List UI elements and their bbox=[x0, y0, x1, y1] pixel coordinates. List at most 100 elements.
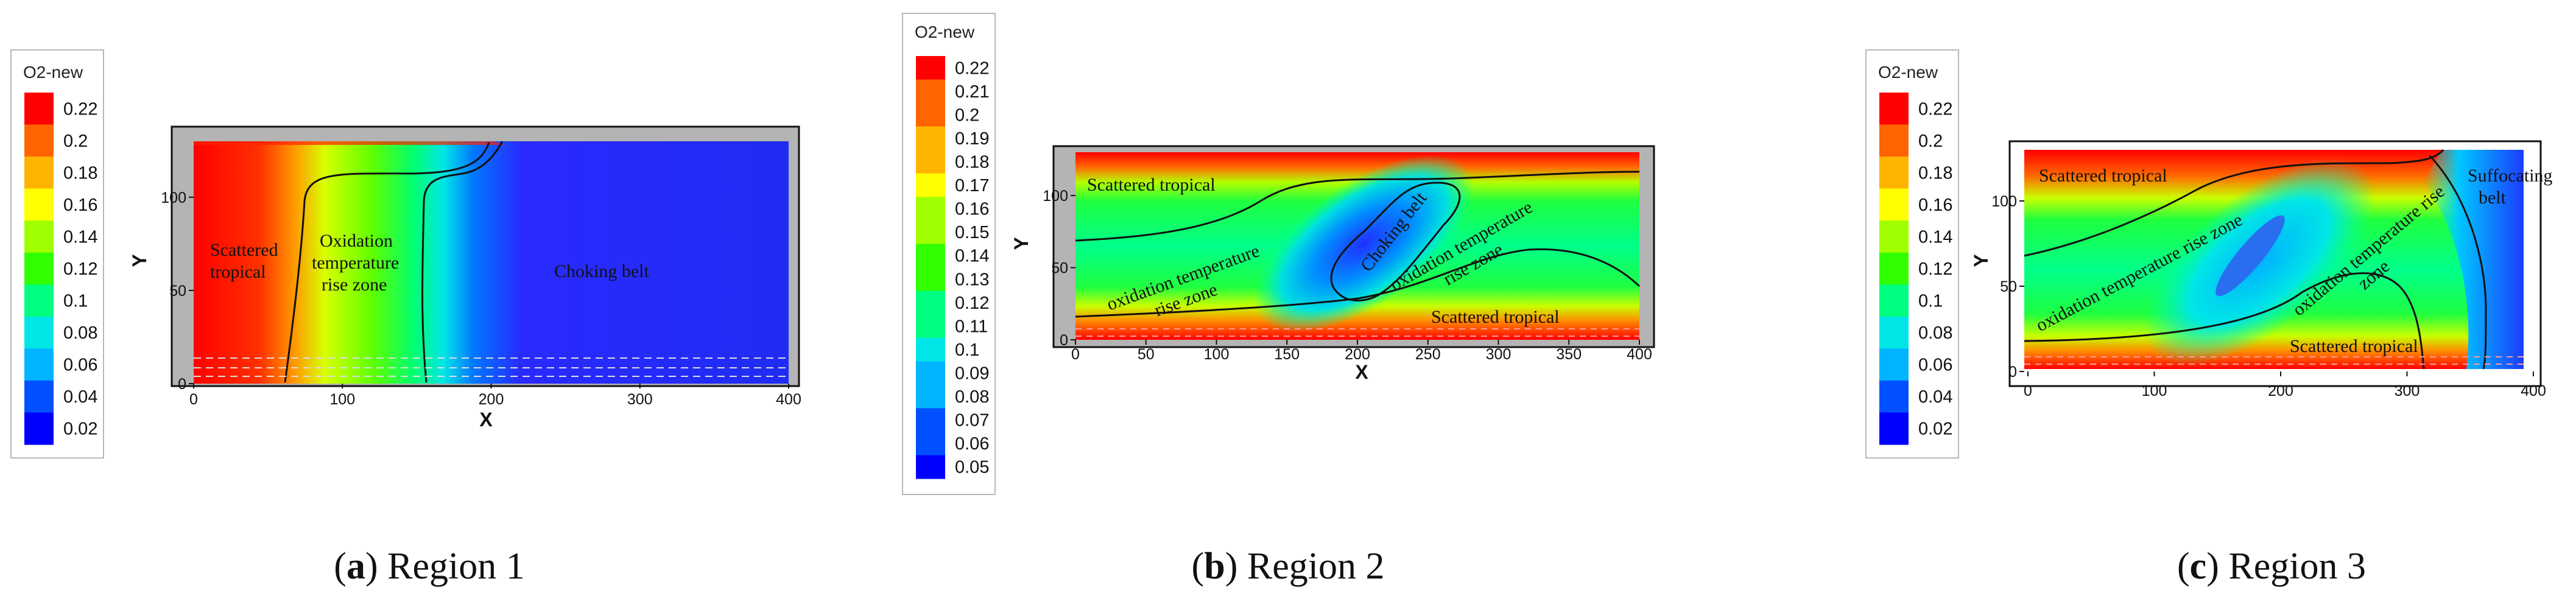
contour-choking bbox=[1330, 181, 1461, 301]
legend-swatch bbox=[1879, 380, 1909, 413]
chart-region-1: O2-new 0.22 0.2 0.18 0.16 0.14 0.12 0.1 0.08 0.0… bbox=[10, 49, 801, 587]
legend-swatch bbox=[1879, 252, 1909, 285]
legend-swatch bbox=[916, 361, 945, 385]
legend-swatch bbox=[916, 56, 945, 80]
chart-region-2: O2-new 0.220.210.20.190.180.170.160.150.… bbox=[902, 13, 1655, 587]
legend-swatch bbox=[24, 124, 54, 157]
core-low-oxygen bbox=[2215, 215, 2285, 297]
caption-region-3: (c) Region 3 bbox=[2177, 546, 2366, 587]
x-axis-label: X bbox=[479, 409, 493, 431]
legend-title: O2-new bbox=[915, 23, 975, 41]
legend-tick-label: 0.16 bbox=[955, 200, 989, 219]
legend-tick-label: 0.1 bbox=[1918, 292, 1943, 311]
legend-tick-label: 0.08 bbox=[955, 387, 989, 407]
contour-line-1 bbox=[284, 142, 490, 383]
legend-swatch bbox=[1879, 284, 1909, 317]
zone-label-choking: Choking belt bbox=[554, 261, 649, 281]
x-tick-label: 400 bbox=[1627, 346, 1652, 363]
legend-swatch bbox=[916, 150, 945, 174]
x-tick-label: 100 bbox=[329, 391, 355, 408]
panel-region-2: O2-new 0.22 0.21 0.2 0.19 0.18 0.17 0.16 0.15 0.… bbox=[859, 0, 1717, 598]
legend-tick-label: 0.02 bbox=[1918, 420, 1952, 439]
x-tick-label: 400 bbox=[2521, 382, 2546, 399]
x-tick-label: 350 bbox=[1556, 346, 1582, 363]
legend-tick-label: 0.06 bbox=[1918, 356, 1952, 375]
legend-ticks: 0.22 0.21 0.2 0.19 0.18 0.17 0.16 0.15 0.14 0.13 0… bbox=[955, 58, 989, 477]
x-tick-label: 200 bbox=[1345, 346, 1370, 363]
legend-swatch bbox=[916, 314, 945, 339]
x-tick-label: 300 bbox=[1486, 346, 1511, 363]
legend-swatch bbox=[1879, 124, 1909, 157]
zone-label-scattered-bottom: Scattered tropical bbox=[1431, 307, 1560, 327]
legend-tick-label: 0.18 bbox=[955, 153, 989, 172]
legend-tick-label: 0.08 bbox=[1918, 323, 1952, 343]
x-axis-ticks: 0 100 200 300 400 bbox=[2024, 371, 2546, 399]
legend-tick-label: 0.14 bbox=[63, 227, 97, 247]
y-axis-ticks: 0 50 100 bbox=[161, 189, 194, 393]
legend-swatch bbox=[1879, 220, 1909, 253]
x-axis-label: X bbox=[1355, 361, 1368, 383]
x-tick-label: 50 bbox=[1138, 346, 1155, 363]
legend-swatch bbox=[1879, 412, 1909, 445]
legend-tick-label: 0.04 bbox=[63, 387, 97, 407]
chart-region-3: O2-new 0.22 0.2 0.18 0.16 0.14 0.12 0.1 0.08 0.0… bbox=[1865, 49, 2552, 587]
legend-swatch bbox=[24, 412, 54, 445]
caption-region-1: (a) Region 1 bbox=[334, 546, 524, 587]
legend-tick-label: 0.13 bbox=[955, 270, 989, 289]
y-tick-label: 100 bbox=[1043, 188, 1068, 205]
legend-swatch bbox=[24, 348, 54, 381]
legend-swatch bbox=[916, 220, 945, 244]
legend-swatch bbox=[1879, 316, 1909, 349]
legend-swatch bbox=[916, 126, 945, 150]
legend-swatch bbox=[24, 252, 54, 285]
x-tick-label: 250 bbox=[1415, 346, 1441, 363]
legend-swatch bbox=[916, 290, 945, 315]
x-tick-label: 150 bbox=[1274, 346, 1300, 363]
y-axis-label: Y bbox=[1010, 237, 1032, 250]
legend-tick-label: 0.02 bbox=[63, 420, 97, 439]
contour-upper bbox=[1075, 171, 1640, 242]
legend-swatch bbox=[1879, 157, 1909, 189]
legend-swatch bbox=[1879, 93, 1909, 125]
x-tick-label: 0 bbox=[2024, 382, 2032, 399]
legend-tick-label: 0.14 bbox=[955, 247, 989, 266]
zone-label-scattered-bottom: Scattered tropical bbox=[2290, 336, 2418, 356]
y-tick-label: 0 bbox=[178, 376, 186, 393]
x-tick-label: 100 bbox=[2142, 382, 2167, 399]
legend-tick-label: 0.09 bbox=[955, 364, 989, 384]
legend-tick-label: 0.22 bbox=[1918, 99, 1952, 119]
legend-swatch bbox=[1879, 348, 1909, 381]
legend-swatch bbox=[916, 267, 945, 292]
x-tick-label: 400 bbox=[776, 391, 801, 408]
legend-swatch bbox=[1879, 188, 1909, 221]
legend-tick-label: 0.1 bbox=[955, 340, 979, 360]
legend-swatch bbox=[916, 408, 945, 432]
legend-tick-label: 0.17 bbox=[955, 176, 989, 195]
y-axis-ticks: 0 50 100 bbox=[1043, 188, 1075, 349]
x-axis-ticks: 0 50 100 150 200 250 300 350 400 bbox=[1071, 340, 1652, 363]
contour-lower bbox=[2024, 272, 2425, 370]
x-tick-label: 300 bbox=[627, 391, 653, 408]
legend-swatch bbox=[916, 79, 945, 104]
x-tick-label: 200 bbox=[2268, 382, 2293, 399]
y-tick-label: 50 bbox=[169, 283, 186, 300]
y-tick-label: 50 bbox=[2000, 278, 2017, 295]
caption-region-2: (b) Region 2 bbox=[1192, 546, 1385, 587]
x-tick-label: 100 bbox=[1204, 346, 1230, 363]
legend-tick-label: 0.22 bbox=[955, 58, 989, 78]
y-tick-label: 0 bbox=[2008, 364, 2017, 381]
legend-tick-label: 0.11 bbox=[955, 317, 988, 336]
legend-swatch bbox=[24, 157, 54, 189]
legend-colorbar bbox=[916, 56, 945, 479]
legend-tick-label: 0.2 bbox=[955, 105, 979, 125]
legend-tick-label: 0.07 bbox=[955, 411, 989, 431]
heatmap-field bbox=[194, 141, 789, 384]
legend-swatch bbox=[24, 284, 54, 317]
legend-swatch bbox=[916, 244, 945, 268]
legend-tick-label: 0.16 bbox=[1918, 195, 1952, 215]
legend-swatch bbox=[24, 220, 54, 253]
panel-region-3: O2-new 0.22 0.2 0.18 0.16 0.14 0.12 0.1 0.08 0.0… bbox=[1717, 0, 2576, 598]
legend-tick-label: 0.2 bbox=[1918, 132, 1943, 151]
y-axis-label: Y bbox=[1970, 254, 1992, 267]
legend-swatch bbox=[916, 431, 945, 456]
